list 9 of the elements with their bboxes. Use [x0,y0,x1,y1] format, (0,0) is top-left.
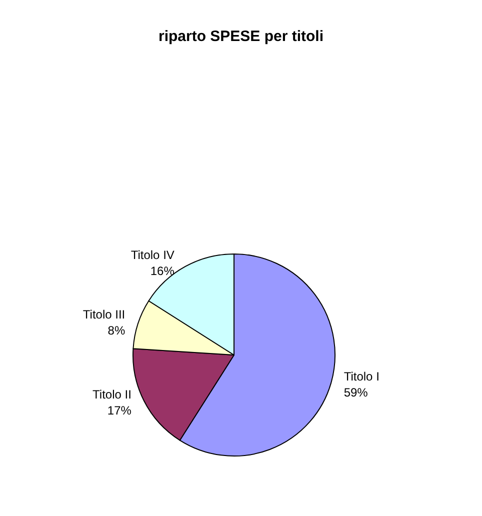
data-label: 8% [108,324,126,338]
data-label: 17% [107,404,132,418]
chart-title: riparto SPESE per titoli [158,28,324,45]
data-label: 59% [344,385,368,400]
slice-label: Titolo II [92,388,132,402]
slice-label: Titolo I [344,369,380,384]
slice-label: Titolo III [82,308,126,322]
data-label: 16% [150,264,175,278]
slice-label: Titolo IV [130,248,174,262]
